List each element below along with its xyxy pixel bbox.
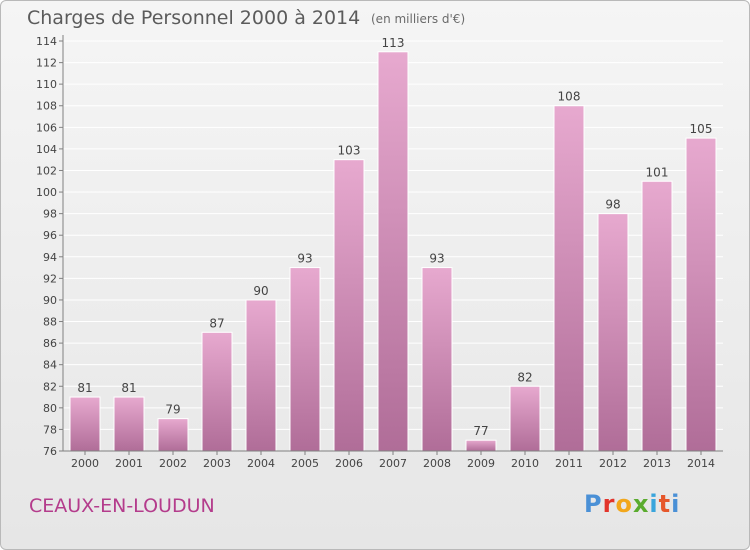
x-tick-label-2004: 2004: [247, 457, 275, 470]
bar-2006: [333, 159, 365, 452]
x-tick-label-2002: 2002: [159, 457, 187, 470]
y-tick-label: 100: [36, 186, 57, 199]
y-tick-label: 92: [43, 272, 57, 285]
value-label-2006: 103: [338, 144, 361, 158]
value-label-2008: 93: [429, 252, 444, 266]
value-label-2012: 98: [605, 198, 620, 212]
x-tick-label-2003: 2003: [203, 457, 231, 470]
y-tick-label: 102: [36, 164, 57, 177]
value-label-2003: 87: [209, 316, 224, 330]
y-tick-label: 78: [43, 423, 57, 436]
bar-2010: [509, 385, 541, 452]
x-tick-label-2006: 2006: [335, 457, 363, 470]
value-label-2002: 79: [165, 403, 180, 417]
chart-subtitle: (en milliers d'€): [371, 12, 466, 26]
y-tick-label: 112: [36, 57, 57, 70]
y-tick-label: 96: [43, 229, 57, 242]
y-tick-label: 104: [36, 143, 57, 156]
value-label-2009: 77: [473, 424, 488, 438]
y-tick-label: 108: [36, 100, 57, 113]
x-tick-label-2013: 2013: [643, 457, 671, 470]
x-tick-label-2008: 2008: [423, 457, 451, 470]
x-tick-label-2001: 2001: [115, 457, 143, 470]
y-tick-label: 84: [43, 359, 57, 372]
y-tick-label: 106: [36, 121, 57, 134]
x-tick-label-2005: 2005: [291, 457, 319, 470]
y-tick-label: 90: [43, 294, 57, 307]
bar-2004: [245, 299, 277, 452]
value-label-2004: 90: [253, 284, 268, 298]
y-tick-label: 76: [43, 445, 57, 458]
value-label-2007: 113: [382, 36, 405, 50]
x-tick-label-2012: 2012: [599, 457, 627, 470]
y-tick-label: 88: [43, 316, 57, 329]
y-tick-label: 82: [43, 380, 57, 393]
x-tick-label-2011: 2011: [555, 457, 583, 470]
bar-2013: [641, 180, 673, 452]
bar-2009: [465, 439, 497, 452]
bar-2001: [113, 396, 145, 452]
x-tick-label-2007: 2007: [379, 457, 407, 470]
bar-2008: [421, 267, 453, 452]
value-label-2014: 105: [690, 122, 713, 136]
y-tick-label: 86: [43, 337, 57, 350]
value-label-2010: 82: [517, 370, 532, 384]
y-tick-label: 94: [43, 251, 57, 264]
bar-2007: [377, 51, 409, 452]
y-tick-label: 114: [36, 35, 57, 48]
value-label-2001: 81: [121, 381, 136, 395]
bar-2014: [685, 137, 717, 452]
bar-2000: [69, 396, 101, 452]
value-label-2011: 108: [558, 90, 581, 104]
bar-2012: [597, 213, 629, 452]
x-tick-label-2000: 2000: [71, 457, 99, 470]
bar-2002: [157, 418, 189, 452]
value-label-2005: 93: [297, 252, 312, 266]
x-tick-label-2010: 2010: [511, 457, 539, 470]
bar-2011: [553, 105, 585, 452]
bar-2003: [201, 331, 233, 452]
chart-title: Charges de Personnel 2000 à 2014: [27, 7, 361, 29]
x-tick-label-2009: 2009: [467, 457, 495, 470]
x-tick-label-2014: 2014: [687, 457, 715, 470]
y-tick-label: 110: [36, 78, 57, 91]
y-tick-label: 98: [43, 208, 57, 221]
bar-2005: [289, 267, 321, 452]
value-label-2013: 101: [646, 165, 669, 179]
proxiti-logo[interactable]: Proxiti: [584, 490, 681, 518]
y-tick-label: 80: [43, 402, 57, 415]
value-label-2000: 81: [77, 381, 92, 395]
commune-name: CEAUX-EN-LOUDUN: [29, 495, 215, 517]
